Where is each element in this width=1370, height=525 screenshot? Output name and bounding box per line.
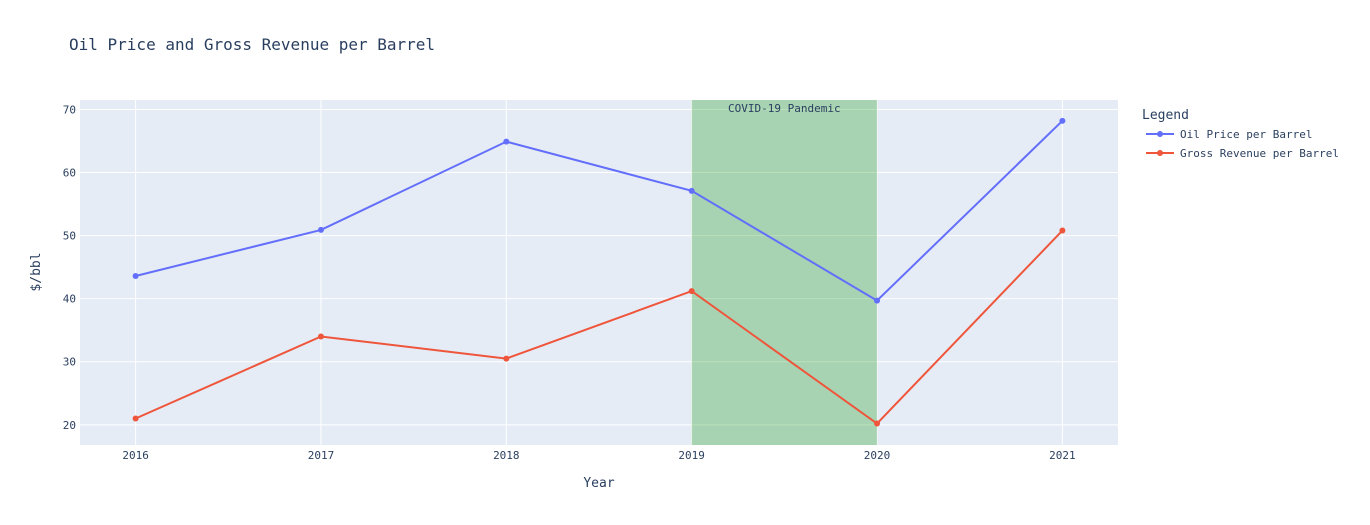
data-point (688, 288, 695, 295)
data-point (317, 226, 324, 233)
plot-area (80, 100, 1118, 445)
x-tick-label: 2018 (493, 449, 520, 462)
data-point (874, 297, 881, 304)
legend-label: Gross Revenue per Barrel (1180, 147, 1339, 160)
x-tick-label: 2021 (1049, 449, 1076, 462)
data-point (688, 187, 695, 194)
chart-title: Oil Price and Gross Revenue per Barrel (69, 35, 435, 54)
y-axis-ticks: 20 30 40 50 60 70 (63, 103, 76, 431)
x-tick-label: 2016 (122, 449, 149, 462)
data-point (1059, 227, 1066, 234)
legend-title: Legend (1142, 108, 1189, 123)
shaded-region-label: COVID-19 Pandemic (728, 102, 841, 115)
legend-marker (1157, 150, 1163, 156)
series-line (135, 229, 1064, 425)
legend-item[interactable]: Gross Revenue per Barrel (1146, 147, 1339, 160)
legend-marker (1157, 131, 1163, 137)
shaded-region-rect (691, 100, 878, 445)
legend-label: Oil Price per Barrel (1180, 128, 1312, 141)
data-point (132, 272, 139, 279)
y-tick-label: 40 (63, 293, 76, 306)
x-axis-ticks: 2016 2017 2018 2019 2020 2021 (122, 449, 1075, 462)
x-tick-label: 2017 (308, 449, 335, 462)
data-point (132, 415, 139, 422)
y-tick-label: 60 (63, 167, 76, 180)
y-axis-title: $/bbl (29, 252, 44, 291)
series-group (132, 117, 1066, 427)
y-tick-label: 70 (63, 103, 76, 116)
x-tick-label: 2019 (678, 449, 705, 462)
series-1 (132, 227, 1066, 427)
data-point (503, 138, 510, 145)
data-point (317, 333, 324, 340)
series-line (135, 120, 1064, 302)
series-0 (132, 117, 1066, 304)
data-point (1059, 117, 1066, 124)
y-tick-label: 20 (63, 419, 76, 432)
data-point (503, 355, 510, 362)
x-tick-label: 2020 (864, 449, 891, 462)
legend: Legend Oil Price per Barrel Gross Revenue… (1142, 108, 1339, 160)
covid-shaded-region: COVID-19 Pandemic (691, 100, 878, 445)
y-tick-label: 30 (63, 356, 76, 369)
data-point (874, 420, 881, 427)
y-tick-label: 50 (63, 230, 76, 243)
x-axis-title: Year (583, 476, 614, 491)
legend-item[interactable]: Oil Price per Barrel (1146, 128, 1312, 141)
